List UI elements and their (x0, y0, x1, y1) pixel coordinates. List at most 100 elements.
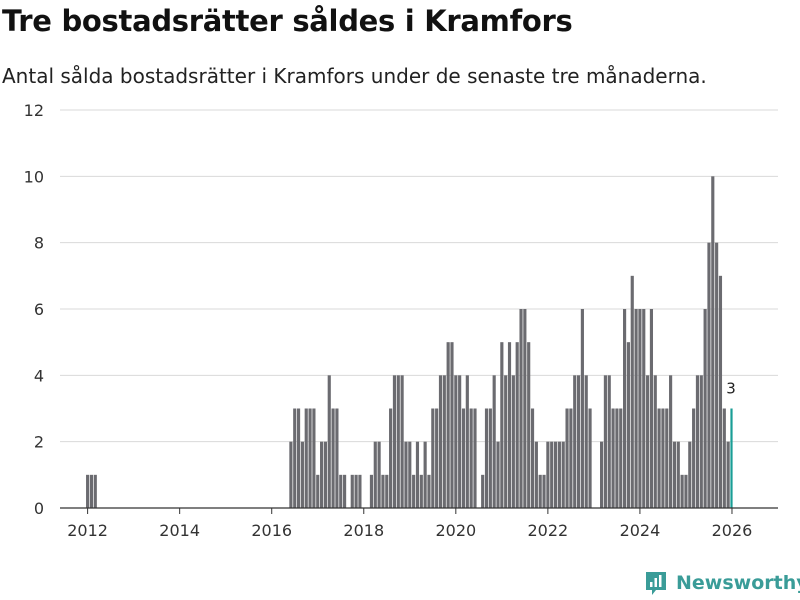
bar (89, 474, 94, 508)
bar (565, 408, 569, 508)
chart-title: Tre bostadsrätter såldes i Kramfors (2, 4, 573, 38)
bar (289, 441, 293, 508)
bar (343, 474, 347, 508)
newsworthy-logo-text: Newsworthy (676, 572, 800, 594)
bar (557, 441, 561, 508)
bar (569, 408, 573, 508)
bar (684, 474, 688, 508)
bar (423, 441, 427, 508)
bar (626, 342, 630, 508)
y-tick-label: 10 (24, 167, 44, 186)
bar (600, 441, 604, 508)
bar (427, 474, 431, 508)
bar (703, 309, 707, 508)
x-tick-label: 2026 (712, 521, 753, 540)
bar (484, 408, 489, 508)
bar (331, 408, 335, 508)
bar (515, 342, 519, 508)
bar (607, 375, 611, 508)
y-tick-label: 6 (34, 300, 44, 319)
bar (469, 408, 473, 508)
bar (715, 242, 719, 509)
bar (611, 408, 615, 508)
bar (649, 309, 654, 508)
y-axis-labels: 0 2 4 6 8 10 12 (24, 101, 44, 518)
bar (381, 474, 385, 508)
bar (504, 375, 508, 508)
bar (86, 474, 90, 508)
annotations: 3 (726, 380, 736, 398)
bar (711, 176, 715, 508)
x-axis: 2012 2014 2016 2018 2020 2022 2024 2026 (60, 507, 778, 540)
bar (718, 275, 723, 508)
bar (446, 342, 450, 508)
bar (400, 375, 404, 508)
bar (408, 441, 412, 508)
bar (527, 342, 531, 508)
x-tick-label: 2024 (620, 521, 661, 540)
bar (653, 375, 657, 508)
bar (93, 474, 97, 508)
x-tick-label: 2016 (251, 521, 292, 540)
y-tick-label: 0 (34, 499, 44, 518)
bar (642, 309, 646, 508)
bar (603, 375, 607, 508)
bar (435, 408, 439, 508)
bar (350, 474, 354, 508)
bar (412, 474, 416, 508)
bar (676, 441, 680, 508)
bar (312, 408, 316, 508)
bar (511, 375, 515, 508)
y-tick-label: 2 (34, 433, 44, 452)
bar (519, 309, 523, 508)
newsworthy-logo[interactable]: Newsworthy (644, 570, 800, 596)
bar (573, 375, 577, 508)
bar (538, 474, 542, 508)
highlight-value-label: 3 (726, 380, 736, 398)
bar (638, 309, 642, 508)
bar (461, 408, 466, 508)
bar-highlight (730, 408, 733, 508)
bar (454, 375, 458, 508)
bar (553, 441, 558, 508)
bar (473, 408, 477, 508)
bar (293, 408, 297, 508)
bar (699, 375, 703, 508)
bar (396, 375, 400, 508)
bar (450, 342, 454, 508)
x-tick-label: 2018 (343, 521, 384, 540)
bar (623, 309, 627, 508)
x-tick-label: 2020 (435, 521, 476, 540)
bar (657, 408, 661, 508)
bar (707, 242, 711, 509)
bar (550, 441, 554, 508)
bar (680, 474, 684, 508)
bar (389, 408, 393, 508)
bar (588, 408, 592, 508)
bar (327, 375, 331, 508)
bar (665, 408, 669, 508)
bar (492, 375, 496, 508)
bar (542, 474, 546, 508)
bar (320, 441, 324, 508)
bar (377, 441, 381, 508)
x-tick-label: 2012 (67, 521, 108, 540)
bar (507, 342, 512, 508)
bar (722, 408, 726, 508)
bar (442, 375, 446, 508)
bar (392, 375, 397, 508)
bar (692, 408, 696, 508)
bar (419, 474, 423, 508)
bar (316, 474, 320, 508)
bar (458, 375, 462, 508)
bar (726, 441, 730, 508)
bar (385, 474, 389, 508)
bar (369, 474, 374, 508)
bar (323, 441, 327, 508)
bar (534, 441, 538, 508)
bar (688, 441, 692, 508)
y-tick-label: 8 (34, 234, 44, 253)
bar (530, 408, 535, 508)
x-tick-label: 2022 (528, 521, 569, 540)
